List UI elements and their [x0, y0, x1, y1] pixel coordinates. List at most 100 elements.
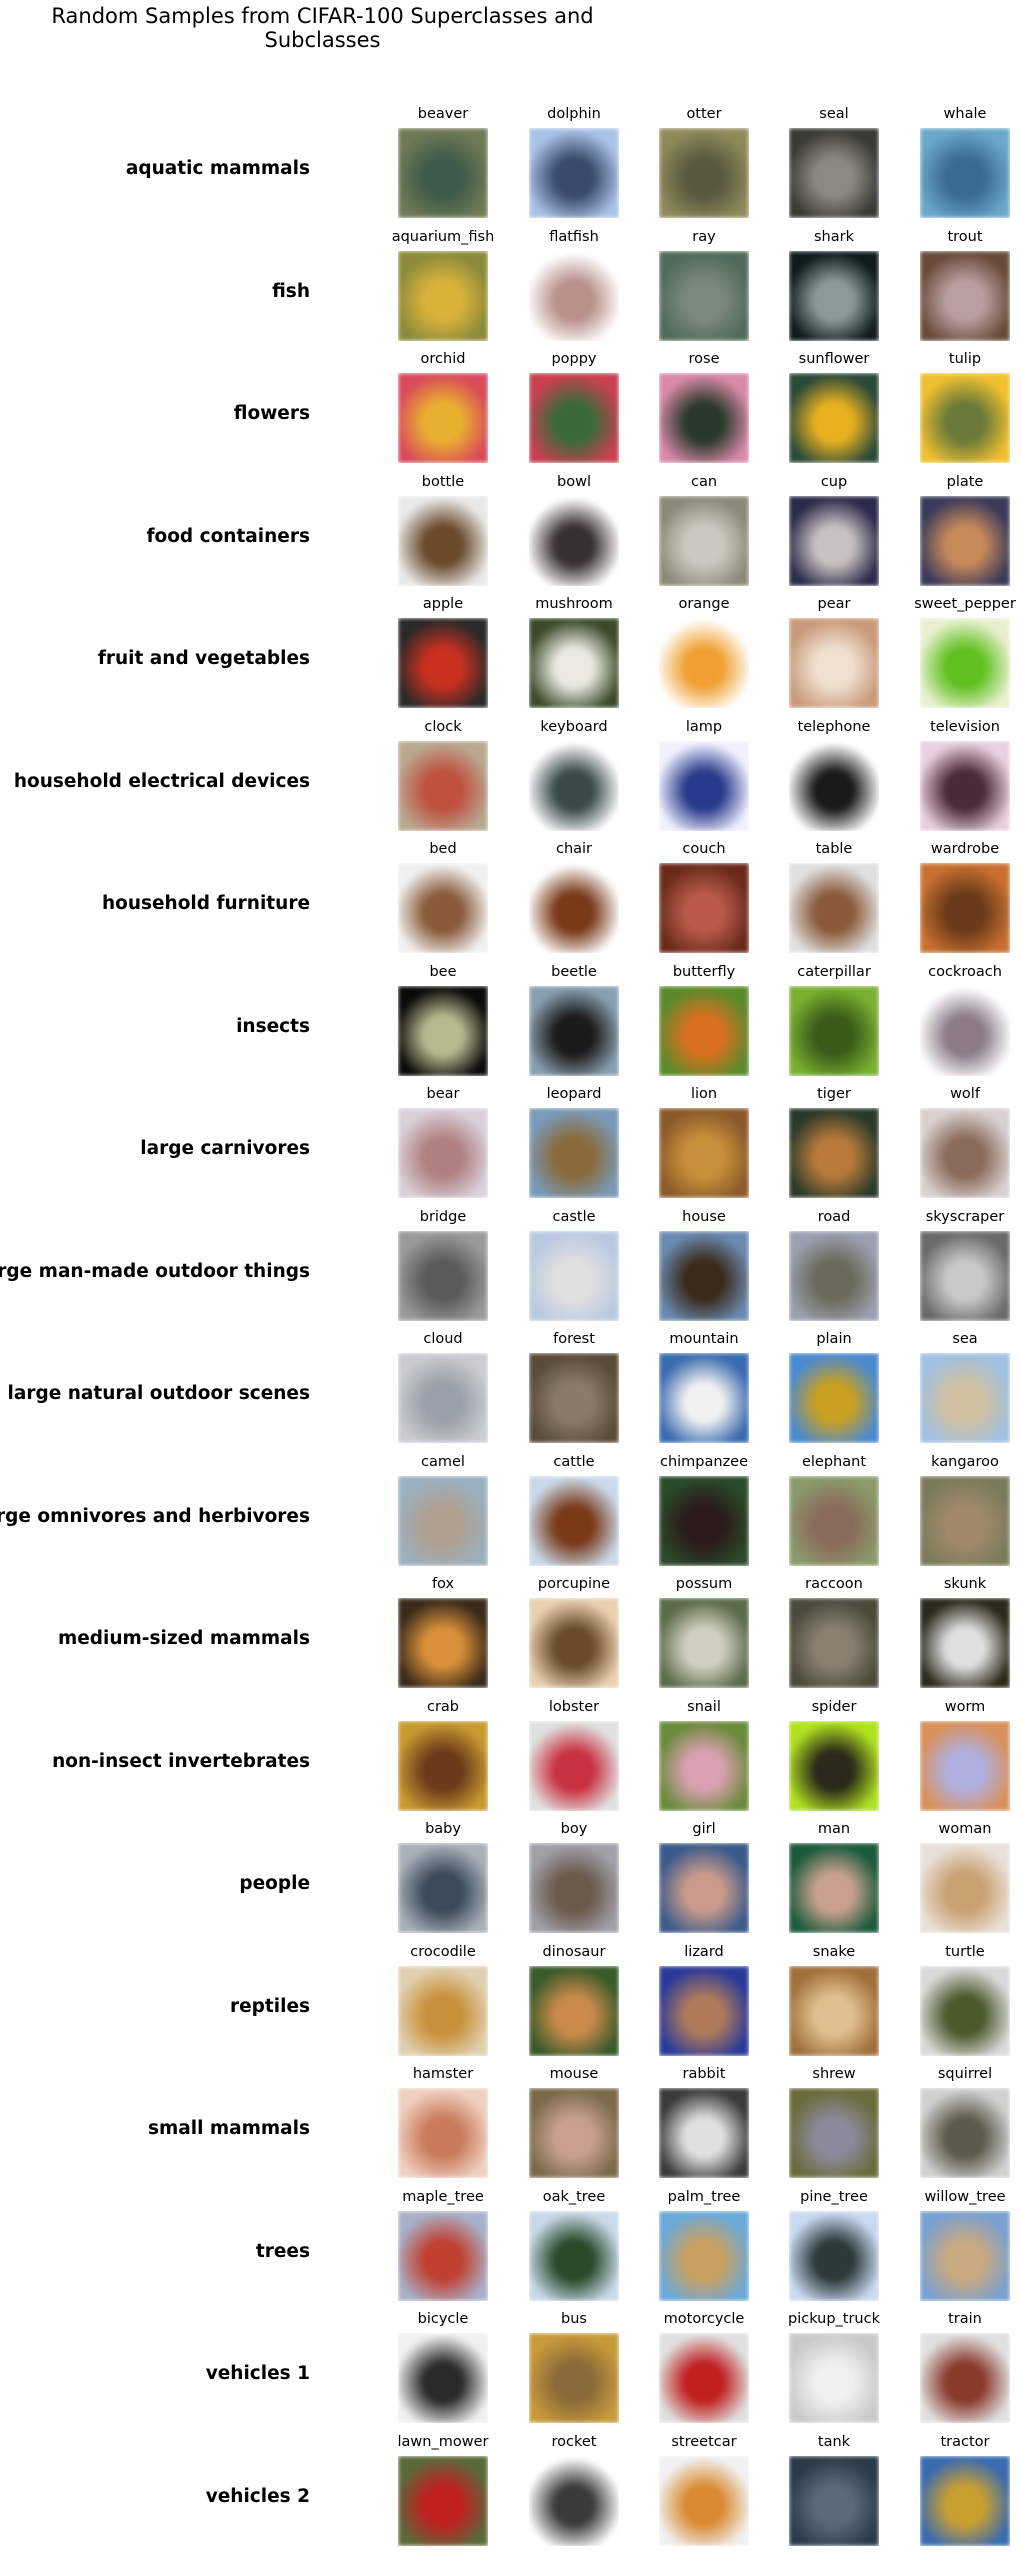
subclass-label: girl — [692, 1821, 716, 1837]
subclass-label: rose — [688, 351, 720, 367]
superclass-row: people baby boy girl man woman — [0, 1821, 1022, 1944]
sample-cell: seal — [789, 106, 879, 229]
sample-cell: castle — [529, 1209, 619, 1332]
sample-image — [659, 1720, 749, 1811]
subclass-label: shrew — [812, 2066, 856, 2082]
sample-image-fill — [920, 1598, 1010, 1688]
sample-image — [659, 1353, 749, 1443]
sample-image — [920, 863, 1010, 953]
subclass-label: pear — [817, 596, 851, 612]
sample-image-fill — [529, 1108, 619, 1198]
subclass-label: ray — [692, 228, 716, 245]
subclass-label: television — [930, 718, 1000, 735]
sample-image-fill — [529, 1965, 619, 2056]
sample-cell: motorcycle — [659, 2311, 749, 2434]
sample-image-fill — [920, 1230, 1010, 1321]
sample-cell: keyboard — [529, 719, 619, 842]
subclass-label: porcupine — [537, 1576, 611, 1592]
superclass-row: medium-sized mammals fox porcupine possum ra… — [0, 1576, 1022, 1699]
sample-image — [398, 1353, 488, 1443]
sample-image-fill — [789, 1965, 879, 2056]
superclass-label: insects — [236, 1015, 310, 1037]
sample-image — [659, 128, 749, 218]
sample-image — [920, 250, 1010, 341]
sample-image-fill — [659, 2455, 749, 2546]
sample-image — [398, 1965, 488, 2056]
sample-image-fill — [659, 128, 749, 218]
subclass-label: boy — [560, 1821, 588, 1837]
sample-cell: tiger — [789, 1086, 879, 1209]
subclass-label: pickup_truck — [787, 2311, 880, 2327]
subclass-label: bowl — [557, 473, 591, 490]
sample-image — [789, 495, 879, 586]
subclass-label: sea — [952, 1331, 978, 1347]
subclass-label: squirrel — [937, 2066, 993, 2082]
sample-image — [789, 250, 879, 341]
sample-image-fill — [920, 2088, 1010, 2178]
subclass-label: bridge — [419, 1208, 467, 1225]
subclass-label: motorcycle — [663, 2311, 745, 2327]
sample-image-fill — [659, 250, 749, 341]
sample-image-fill — [789, 1108, 879, 1198]
superclass-label: large omnivores and herbivores — [0, 1505, 310, 1527]
sample-cell: bottle — [398, 474, 488, 597]
subclass-label: possum — [675, 1576, 733, 1592]
sample-image-fill — [529, 250, 619, 341]
sample-image — [529, 1475, 619, 1566]
sample-image-fill — [398, 2210, 488, 2301]
sample-image — [920, 1965, 1010, 2056]
sample-cell: whale — [920, 106, 1010, 229]
sample-image — [529, 2088, 619, 2178]
superclass-row: large carnivores bear leopard lion tiger wolf — [0, 1086, 1022, 1209]
subclass-label: orchid — [420, 351, 466, 367]
subclass-label: rabbit — [682, 2066, 726, 2082]
superclass-row: flowers orchid poppy rose sunflower tulip — [0, 351, 1022, 474]
sample-cell: pear — [789, 596, 879, 719]
subclass-label: butterfly — [672, 963, 736, 980]
sample-cell: snail — [659, 1699, 749, 1822]
subclass-label: mountain — [669, 1331, 739, 1347]
sample-cell: bed — [398, 841, 488, 964]
subclass-label: sweet_pepper — [914, 596, 1016, 612]
subclass-label: bottle — [421, 473, 465, 490]
sample-cell: rocket — [529, 2434, 619, 2557]
sample-cell: orchid — [398, 351, 488, 474]
sample-image-fill — [398, 618, 488, 708]
sample-image-fill — [659, 1843, 749, 1933]
sample-image — [789, 373, 879, 463]
sample-image — [398, 1230, 488, 1321]
sample-image — [920, 1720, 1010, 1811]
sample-image-fill — [920, 2455, 1010, 2546]
sample-image-fill — [398, 1843, 488, 1933]
subclass-label: raccoon — [805, 1576, 863, 1592]
sample-image-fill — [529, 618, 619, 708]
sample-cell: plain — [789, 1331, 879, 1454]
sample-image — [789, 1353, 879, 1443]
sample-image-fill — [659, 373, 749, 463]
subclass-label: train — [948, 2311, 982, 2327]
subclass-label: cockroach — [928, 963, 1002, 980]
sample-cell: baby — [398, 1821, 488, 1944]
subclass-label: apple — [422, 596, 464, 612]
subclass-label: elephant — [801, 1453, 867, 1470]
subclass-label: hamster — [412, 2066, 474, 2082]
sample-cell: palm_tree — [659, 2189, 749, 2312]
sample-image-fill — [920, 2210, 1010, 2301]
sample-image-fill — [529, 1230, 619, 1321]
sample-image-fill — [659, 1965, 749, 2056]
sample-image — [789, 1843, 879, 1933]
sample-image-fill — [920, 618, 1010, 708]
sample-cell: mouse — [529, 2066, 619, 2189]
sample-image-fill — [920, 863, 1010, 953]
sample-cell: mountain — [659, 1331, 749, 1454]
sample-image — [398, 1598, 488, 1688]
sample-image — [789, 618, 879, 708]
sample-cell: sea — [920, 1331, 1010, 1454]
sample-image-fill — [920, 1475, 1010, 1566]
subclass-label: crocodile — [410, 1943, 476, 1960]
subclass-label: oak_tree — [542, 2188, 606, 2205]
sample-image-fill — [920, 250, 1010, 341]
subclass-label: shark — [814, 228, 854, 245]
sample-cell: bridge — [398, 1209, 488, 1332]
